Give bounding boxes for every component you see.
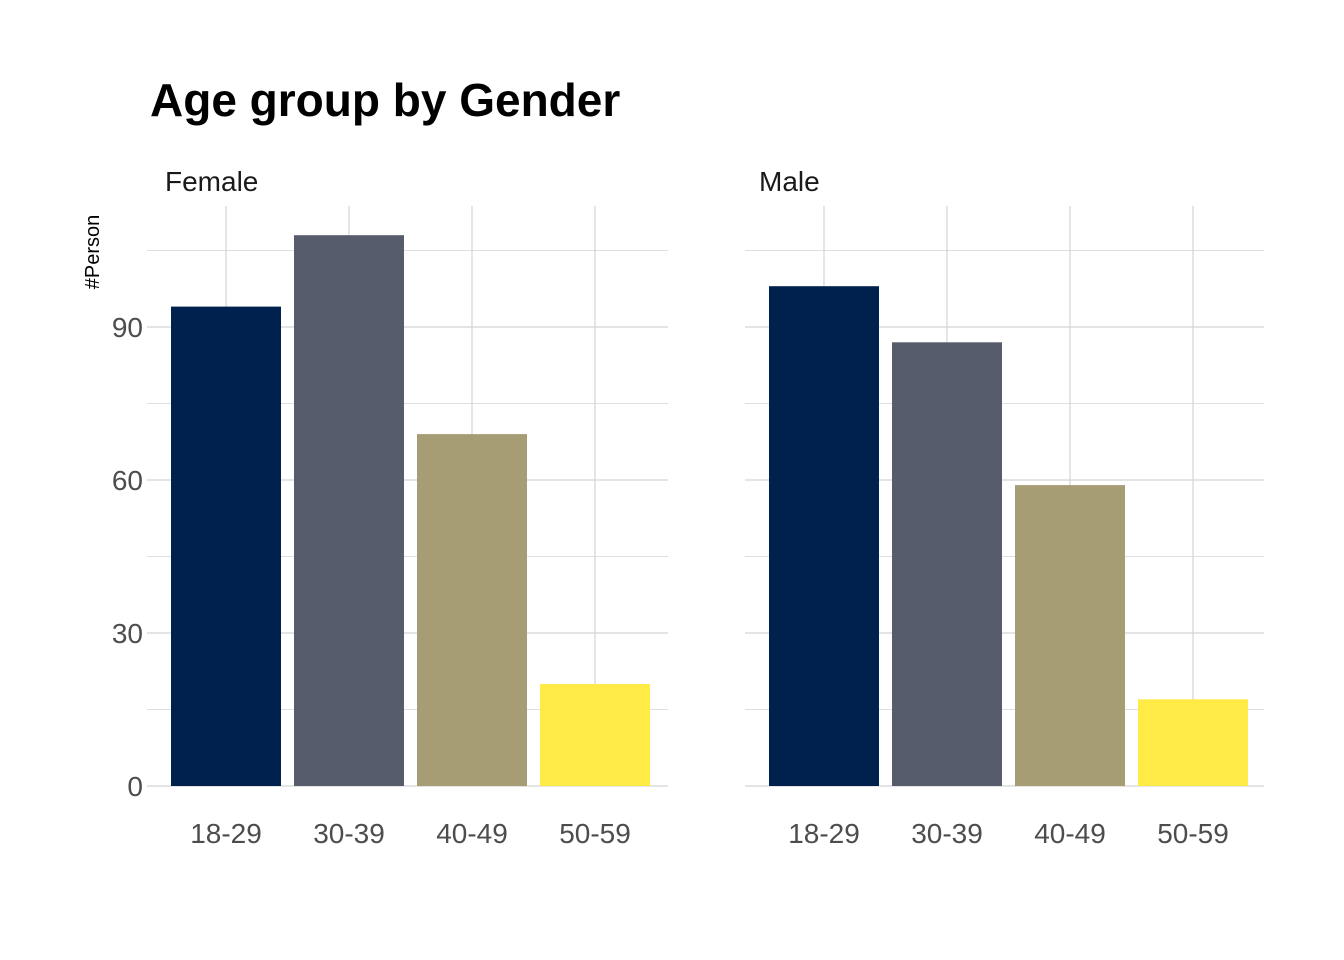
- y-axis-title: #Person: [82, 215, 104, 290]
- facet-panel-female: Female 18-29 30-39 40-49 50-59 0 30 60 90: [112, 166, 668, 849]
- x-tick-label: 30-39: [911, 818, 983, 849]
- x-tick-label: 40-49: [436, 818, 508, 849]
- facets-layer: Female 18-29 30-39 40-49 50-59 0 30 60 90 Male 18-…: [112, 166, 1264, 849]
- y-tick-label: 30: [112, 618, 143, 649]
- x-tick-label: 50-59: [559, 818, 631, 849]
- facet-label: Female: [165, 166, 258, 197]
- y-tick-label: 0: [127, 771, 143, 802]
- facet-label: Male: [759, 166, 820, 197]
- x-tick-label: 40-49: [1034, 818, 1106, 849]
- x-tick-label: 18-29: [788, 818, 860, 849]
- bar-female-18-29: [171, 306, 281, 786]
- x-tick-label: 18-29: [190, 818, 262, 849]
- bar-male-40-49: [1015, 485, 1125, 786]
- x-tick-label: 50-59: [1157, 818, 1229, 849]
- bar-male-50-59: [1138, 699, 1248, 786]
- chart-title: Age group by Gender: [150, 74, 620, 126]
- bar-female-40-49: [417, 434, 527, 786]
- bar-female-30-39: [294, 235, 404, 786]
- x-tick-label: 30-39: [313, 818, 385, 849]
- bar-male-30-39: [892, 342, 1002, 786]
- facet-panel-male: Male 18-29 30-39 40-49 50-59: [745, 166, 1264, 849]
- y-tick-label: 60: [112, 465, 143, 496]
- bar-female-50-59: [540, 684, 650, 786]
- bar-male-18-29: [769, 286, 879, 786]
- y-tick-label: 90: [112, 312, 143, 343]
